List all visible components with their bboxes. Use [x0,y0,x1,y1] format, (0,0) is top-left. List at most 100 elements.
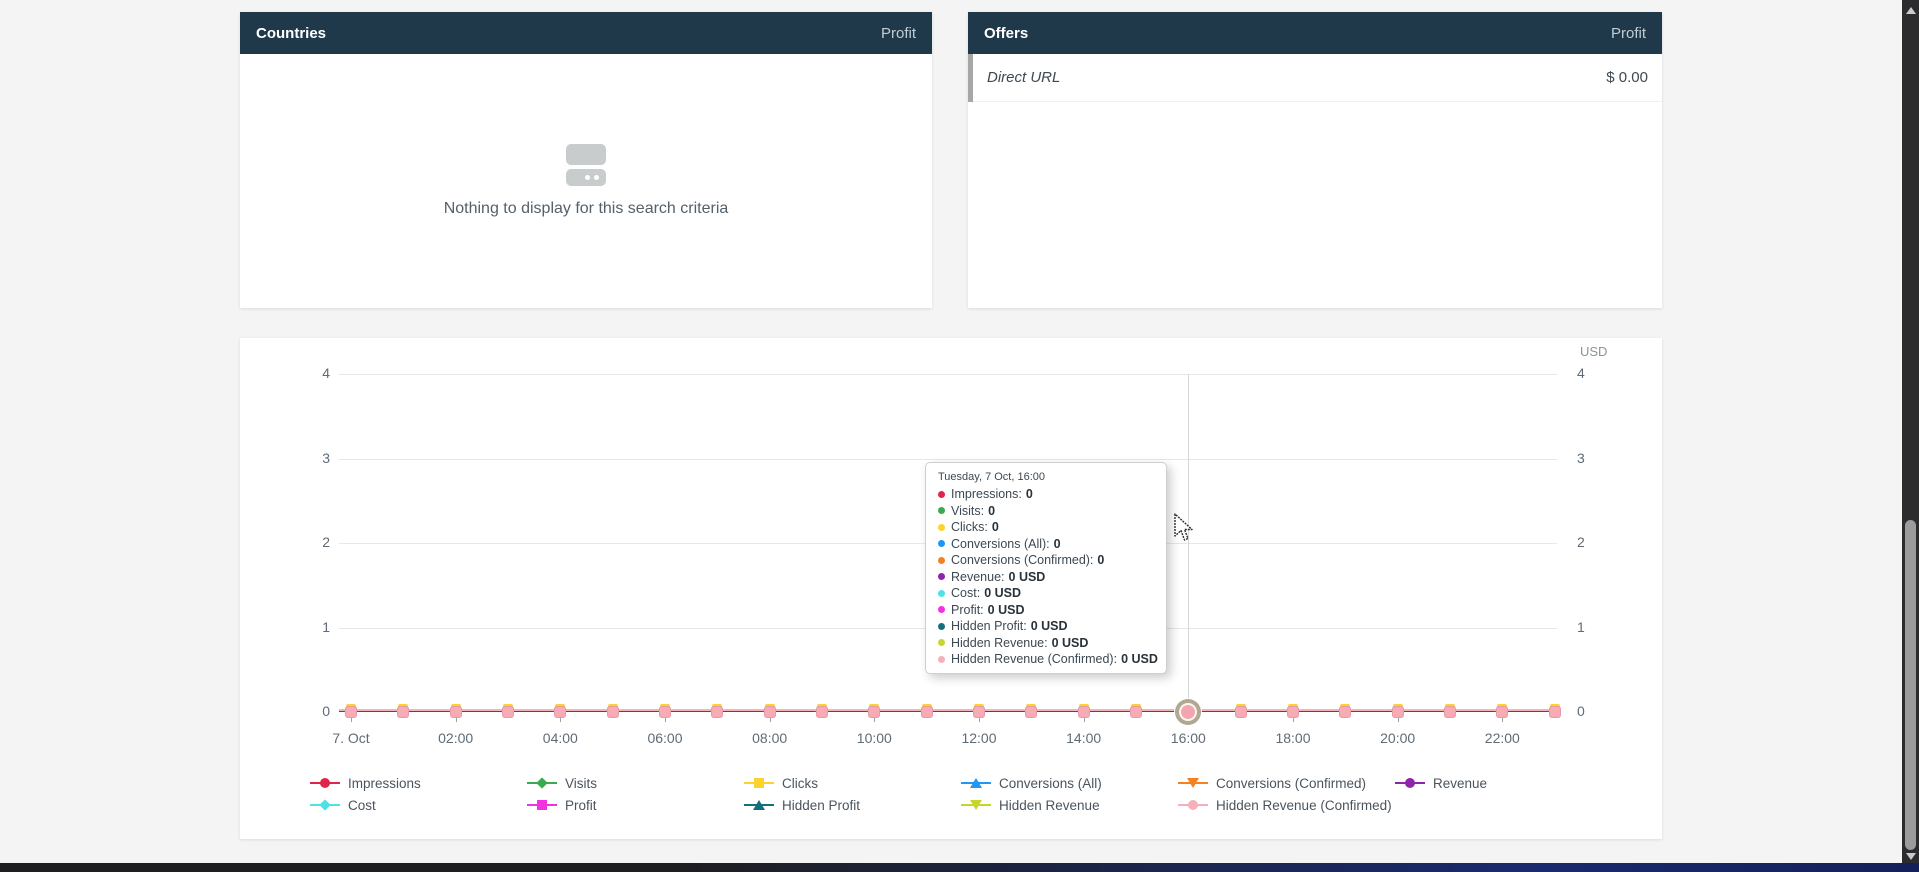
x-axis-tick-label: 02:00 [438,730,474,746]
data-point-marker[interactable] [1129,704,1142,718]
offers-profit-column-label[interactable]: Profit [1610,24,1646,42]
marker-layer-pink [658,706,671,718]
legend-item-revenue[interactable]: Revenue [1395,774,1487,792]
data-point-marker[interactable] [605,704,619,718]
tooltip-metric-dot [938,655,945,663]
marker-layer-pink [711,706,724,718]
data-point-marker[interactable] [1076,704,1090,718]
tooltip-metric-label: Hidden Revenue: [951,635,1048,650]
tooltip-metric-value: 0 USD [984,586,1022,601]
data-point-marker[interactable] [448,704,462,718]
x-axis-tick-label: 20:00 [1380,730,1416,746]
tooltip-metric-label: Impressions: [951,487,1022,502]
tooltip-metric-dot [938,523,945,531]
data-point-marker[interactable] [658,704,671,718]
data-point-marker[interactable] [867,704,881,718]
x-axis-tick-mark [560,715,562,722]
y-axis-tick-label-right: 0 [1577,703,1585,719]
crosshair-line [1188,374,1190,712]
y-axis-tick-label-left: 2 [322,534,330,550]
diamond-marker-icon [319,799,331,811]
x-axis-tick-label: 06:00 [647,730,683,746]
square-marker-icon [754,778,764,788]
legend-item-impressions[interactable]: Impressions [310,774,421,792]
data-point-marker[interactable] [762,704,776,718]
legend-item-conversions-confirmed[interactable]: Conversions (Confirmed) [1178,774,1366,792]
marker-layer-pink [763,706,776,718]
x-axis-line [339,711,1557,712]
scrollbar-up-button[interactable] [1905,7,1916,14]
circle-marker-icon [1405,778,1415,788]
data-point-marker[interactable] [501,704,514,718]
triangle-up-marker-icon [753,800,765,810]
x-axis-tick-mark [1502,715,1504,722]
legend-item-hidden-profit[interactable]: Hidden Profit [744,796,860,814]
tooltip-metric-value: 0 USD [1121,652,1158,667]
countries-title: Countries [256,24,327,42]
data-point-marker[interactable] [815,704,828,718]
offers-table-row[interactable]: Direct URL $ 0.00 [968,54,1662,102]
scrollbar-down-button[interactable] [1905,853,1916,860]
marker-layer-pink [868,706,881,718]
x-axis-tick-mark [979,715,980,722]
y-axis-tick-label-right: 3 [1577,449,1585,466]
data-point-marker[interactable] [972,704,985,718]
data-point-marker[interactable] [1547,704,1561,718]
legend-item-clicks[interactable]: Clicks [744,774,818,792]
x-axis-tick-label: 16:00 [1170,730,1206,746]
chart-panel: USD 4 4 3 3 2 2 1 1 0 0 7. Oct 02:00 04:00 06:00 08:00… [240,338,1662,839]
offers-panel: Offers Profit Direct URL $ 0.00 [968,12,1662,308]
data-point-marker[interactable] [396,704,410,718]
data-point-marker[interactable] [1338,704,1352,718]
tooltip-metric-label: Hidden Revenue (Confirmed): [951,652,1118,667]
legend-item-hidden-revenue-confirmed[interactable]: Hidden Revenue (Confirmed) [1178,796,1392,814]
scrollbar-thumb[interactable] [1905,520,1916,850]
data-point-marker[interactable] [553,704,567,718]
highlighted-data-point[interactable] [1175,699,1202,725]
legend-item-conversions-all[interactable]: Conversions (All) [961,774,1102,792]
data-point-marker[interactable] [1024,704,1038,718]
tooltip-metric-label: Conversions (All): [951,536,1050,551]
data-point-marker[interactable] [1443,704,1456,718]
legend-label: Hidden Revenue [999,797,1100,813]
data-point-marker[interactable] [710,704,724,718]
legend-label: Hidden Revenue (Confirmed) [1216,797,1392,813]
legend-item-cost[interactable]: Cost [310,796,376,814]
offer-name[interactable]: Direct URL [987,69,1061,86]
tooltip-metric-value: 0 [1053,536,1061,551]
data-point-marker[interactable] [1495,704,1509,718]
taskbar-edge-strip[interactable] [0,863,1919,872]
empty-data-icon [566,144,606,186]
data-point-marker[interactable] [1233,704,1247,718]
x-axis-tick-mark [665,715,666,722]
scrollbar[interactable] [1902,0,1919,872]
legend-label: Revenue [1433,775,1488,791]
legend-item-profit[interactable]: Profit [527,796,597,814]
x-axis-tick-label: 18:00 [1275,730,1311,746]
countries-empty-state: Nothing to display for this search crite… [240,54,932,308]
tooltip-metric-row: Hidden Profit: 0 USD [938,618,1154,635]
legend-label: Cost [348,797,376,813]
tooltip-metric-dot [938,606,945,614]
data-point-marker[interactable] [1390,704,1404,718]
offers-left-scrollbar[interactable] [968,54,973,102]
tooltip-metric-dot [938,556,945,564]
tooltip-metric-label: Hidden Profit: [951,619,1027,634]
tooltip-metric-value: 0 [991,520,999,535]
data-point-marker[interactable] [344,704,357,718]
data-point-marker[interactable] [1286,704,1299,718]
tooltip-metric-dot [938,639,945,647]
legend-item-hidden-revenue[interactable]: Hidden Revenue [961,796,1100,814]
countries-profit-column-label[interactable]: Profit [880,24,916,42]
legend-label: Visits [565,775,598,791]
legend-item-visits[interactable]: Visits [527,774,597,792]
marker-layer-pink [501,706,514,718]
mouse-cursor [1174,513,1193,541]
legend-label: Profit [565,797,597,813]
marker-layer-pink [1286,706,1299,718]
tooltip-metric-row: Impressions: 0 [938,486,1154,503]
tooltip-metric-value: 0 USD [987,602,1025,617]
data-point-marker[interactable] [919,704,933,718]
tooltip-metric-label: Cost: [951,586,981,601]
offer-profit-value: $ 0.00 [1606,69,1648,86]
